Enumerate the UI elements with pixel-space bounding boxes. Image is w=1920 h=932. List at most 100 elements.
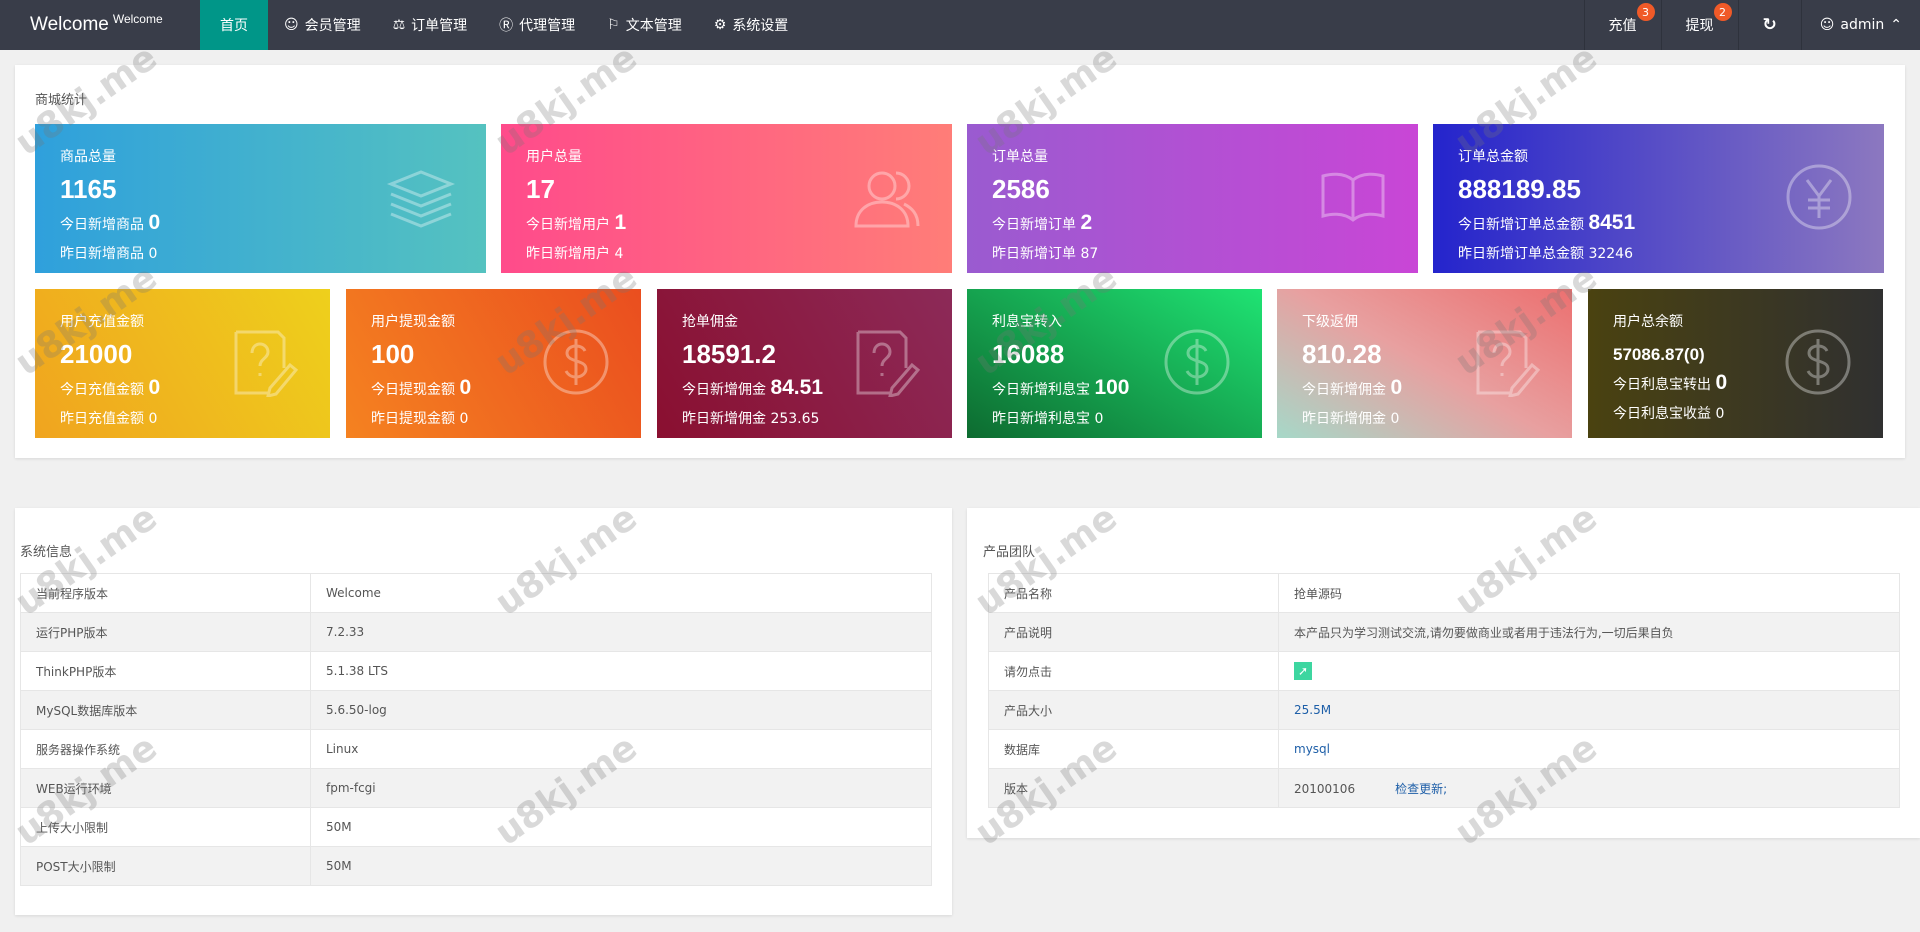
- row-value: 50M: [310, 807, 932, 847]
- nav-label: 首页: [220, 18, 248, 34]
- yesterday-value: 0: [459, 411, 469, 427]
- yesterday-label: 昨日新增佣金: [682, 411, 766, 427]
- row-value: 20100106 检查更新;: [1278, 768, 1900, 808]
- table-row: 请勿点击 ➚: [988, 651, 1900, 691]
- row-value: 5.6.50-log: [310, 690, 932, 730]
- yesterday-value: 0: [1094, 411, 1104, 427]
- nav-orders[interactable]: ⚖ 订单管理: [377, 0, 484, 50]
- card-yesterday: 昨日新增商品 0: [60, 243, 461, 263]
- withdraw-badge: 2: [1713, 3, 1732, 21]
- logo-sup: Welcome: [112, 12, 163, 26]
- yesterday-value: 0: [1390, 411, 1400, 427]
- nav-members[interactable]: ☺ 会员管理: [268, 0, 377, 50]
- rocket-icon[interactable]: ➚: [1294, 662, 1312, 680]
- yesterday-value: 32246: [1588, 246, 1633, 262]
- card-value: 16088: [992, 339, 1065, 369]
- row-value: Linux: [310, 729, 932, 769]
- stat-card: 下级返佣 810.28 今日新增佣金 0 昨日新增佣金 0: [1277, 289, 1572, 438]
- yesterday-value: 0: [1715, 406, 1725, 422]
- nav-settings[interactable]: ⚙ 系统设置: [698, 0, 805, 50]
- row-key: 产品大小: [988, 690, 1279, 730]
- table-row: 数据库 mysql: [988, 729, 1900, 769]
- today-value: 0: [1715, 371, 1728, 394]
- stat-card: 利息宝转入 16088 今日新增利息宝 100 昨日新增利息宝 0: [967, 289, 1262, 438]
- user-icon: ☺: [1819, 17, 1835, 33]
- row-key: WEB运行环境: [20, 768, 311, 808]
- chevron-up-icon: ⌃: [1890, 17, 1902, 33]
- check-update-link[interactable]: 检查更新;: [1395, 781, 1448, 796]
- dollar-icon: Ⓡ: [499, 18, 514, 34]
- nav-label: 代理管理: [519, 18, 576, 34]
- panel-title: 产品团队: [983, 545, 1036, 560]
- card-yesterday: 昨日提现金额 0: [371, 408, 616, 428]
- table-row: MySQL数据库版本 5.6.50-log: [20, 690, 932, 730]
- username: admin: [1840, 17, 1885, 33]
- product-team-panel: 产品团队 产品名称 抢单源码 产品说明 本产品只为学习测试交流,请勿要做商业或者用于…: [967, 508, 1920, 838]
- layers-icon: [386, 162, 456, 236]
- table-row: 产品名称 抢单源码: [988, 573, 1900, 613]
- card-today: 今日新增订单 2: [992, 211, 1393, 235]
- table-row: 产品说明 本产品只为学习测试交流,请勿要做商业或者用于违法行为,一切后果自负: [988, 612, 1900, 652]
- today-label: 今日新增利息宝: [992, 382, 1090, 398]
- nav-agents[interactable]: Ⓡ 代理管理: [483, 0, 591, 50]
- card-today: 今日新增佣金 0: [1302, 376, 1547, 400]
- card-title: 下级返佣: [1302, 314, 1358, 330]
- table-row: 运行PHP版本 7.2.33: [20, 612, 932, 652]
- table-row: 产品大小 25.5M: [988, 690, 1900, 730]
- today-value: 0: [148, 376, 161, 399]
- yesterday-label: 昨日新增订单总金额: [1458, 246, 1584, 262]
- yesterday-label: 今日利息宝收益: [1613, 406, 1711, 422]
- today-label: 今日新增佣金: [1302, 382, 1386, 398]
- withdraw-button[interactable]: 提现 2: [1660, 0, 1738, 50]
- today-label: 今日充值金额: [60, 382, 144, 398]
- nav-text[interactable]: ⚐ 文本管理: [591, 0, 698, 50]
- card-value: 888189.85: [1458, 174, 1581, 204]
- nav-label: 文本管理: [625, 18, 682, 34]
- stat-card: 用户总余额 57086.87(0) 今日利息宝转出 0 今日利息宝收益 0: [1588, 289, 1883, 438]
- size-link[interactable]: 25.5M: [1294, 703, 1332, 717]
- refresh-button[interactable]: ↻: [1737, 0, 1801, 50]
- card-value: 100: [371, 339, 415, 369]
- row-value: 7.2.33: [310, 612, 932, 652]
- recharge-button[interactable]: 充值 3: [1583, 0, 1661, 50]
- card-title: 利息宝转入: [992, 314, 1062, 330]
- yesterday-label: 昨日新增佣金: [1302, 411, 1386, 427]
- card-yesterday: 昨日新增利息宝 0: [992, 408, 1237, 428]
- row-key: 当前程序版本: [20, 573, 311, 613]
- product-info-table: 产品名称 抢单源码 产品说明 本产品只为学习测试交流,请勿要做商业或者用于违法行为,…: [988, 573, 1900, 808]
- today-value: 8451: [1588, 211, 1636, 234]
- today-value: 1: [614, 211, 627, 234]
- table-row: POST大小限制 50M: [20, 846, 932, 886]
- dollar-icon: [1783, 327, 1853, 401]
- today-value: 84.51: [770, 376, 824, 399]
- today-label: 今日利息宝转出: [1613, 377, 1711, 393]
- gear-icon: ⚙: [713, 17, 727, 33]
- card-today: 今日提现金额 0: [371, 376, 616, 400]
- card-today: 今日利息宝转出 0: [1613, 371, 1858, 395]
- stat-card: 用户提现金额 100 今日提现金额 0 昨日提现金额 0: [346, 289, 641, 438]
- version-value: 20100106: [1294, 781, 1356, 796]
- row-value: fpm-fcgi: [310, 768, 932, 808]
- card-title: 用户总余额: [1613, 314, 1683, 330]
- scale-icon: ⚖: [392, 17, 406, 33]
- user-menu[interactable]: ☺ admin ⌃: [1800, 0, 1920, 50]
- panel-title: 系统信息: [20, 545, 73, 560]
- card-title: 抢单佣金: [682, 314, 738, 330]
- card-today: 今日新增商品 0: [60, 211, 461, 235]
- table-row: WEB运行环境 fpm-fcgi: [20, 768, 932, 808]
- db-link[interactable]: mysql: [1294, 742, 1330, 756]
- yesterday-value: 87: [1080, 246, 1099, 262]
- card-value: 1165: [60, 174, 117, 204]
- yesterday-label: 昨日新增商品: [60, 246, 144, 262]
- withdraw-label: 提现: [1685, 18, 1714, 34]
- yesterday-label: 昨日新增用户: [526, 246, 610, 262]
- row-key: ThinkPHP版本: [20, 651, 311, 691]
- today-value: 0: [148, 211, 161, 234]
- yesterday-value: 0: [148, 246, 158, 262]
- row-value: 50M: [310, 846, 932, 886]
- card-title: 商品总量: [60, 149, 116, 165]
- nav-home[interactable]: 首页: [200, 0, 268, 50]
- table-row: 当前程序版本 Welcome: [20, 573, 932, 613]
- row-value: 抢单源码: [1278, 573, 1900, 613]
- row-key: 产品说明: [988, 612, 1279, 652]
